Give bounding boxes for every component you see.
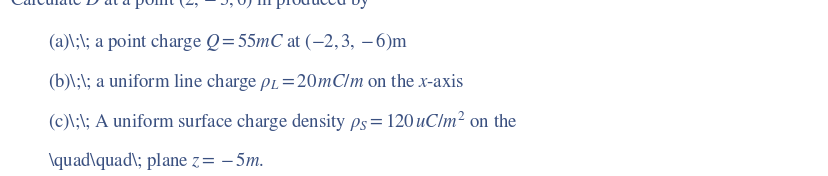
- Text: (b)\;\; a uniform line charge $\rho_L = 20\, mC/m$ on the $x$-axis: (b)\;\; a uniform line charge $\rho_L = …: [48, 71, 464, 93]
- Text: \quad\quad\; plane $z =-5m$.: \quad\quad\; plane $z =-5m$.: [48, 150, 264, 172]
- Text: (a)\;\; a point charge $Q = 55mC$ at $(-2, 3, -6)$m: (a)\;\; a point charge $Q = 55mC$ at $(-…: [48, 30, 407, 53]
- Text: Calculate $\vec{D}$ at a point $(2,-3,6)$ m produced by: Calculate $\vec{D}$ at a point $(2,-3,6)…: [10, 0, 370, 12]
- Text: (c)\;\; A uniform surface charge density $\rho_S = 120\, uC/m^2$ on the: (c)\;\; A uniform surface charge density…: [48, 109, 517, 134]
